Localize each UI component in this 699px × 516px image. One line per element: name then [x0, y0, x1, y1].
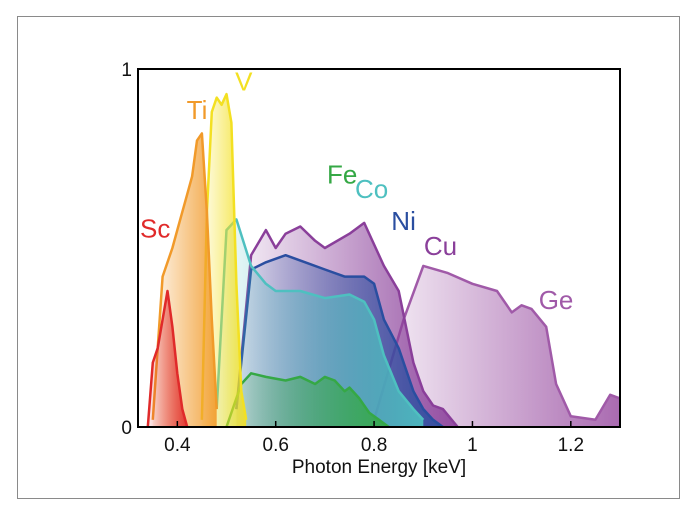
series-line-fe — [225, 372, 390, 429]
series-line-ti — [151, 132, 218, 420]
series-label-co: Co — [355, 174, 388, 204]
y-tick-label: 1 — [121, 60, 132, 81]
series-label-fe: Fe — [327, 160, 357, 190]
series-line-ni — [235, 253, 444, 429]
y-tick-label: 0 — [121, 418, 132, 439]
x-axis-label: Photon Energy [keV] — [292, 457, 466, 478]
series-label-v: V — [235, 66, 253, 96]
series-area-fe — [226, 373, 389, 427]
series-label-cu: Cu — [424, 231, 457, 261]
series-layer — [146, 92, 621, 429]
x-tick-label: 1 — [467, 435, 478, 456]
series-line-ge — [372, 264, 621, 422]
x-tick-label: 0.6 — [263, 435, 289, 456]
series-label-ti: Ti — [187, 95, 208, 125]
series-area-ge — [374, 265, 620, 427]
series-line-sc — [146, 289, 189, 428]
series-area-sc — [147, 291, 188, 427]
x-tick-label: 1.2 — [558, 435, 584, 456]
plot-area-border — [137, 68, 621, 428]
series-label-sc: Sc — [140, 213, 170, 243]
series-line-v — [200, 92, 248, 421]
x-tick-label: 0.4 — [164, 435, 191, 456]
series-label-ni: Ni — [391, 206, 416, 236]
series-area-co — [216, 219, 424, 427]
series-line-cu — [235, 221, 459, 428]
axis-ticks: 0.4 0.6 0.8 1 1.2 0 1 — [121, 60, 584, 456]
x-tick-label: 0.8 — [361, 435, 387, 456]
figure-frame: 0.4 0.6 0.8 1 1.2 0 1 Ge Cu Ni Co Fe V Ti Sc Photon E… — [17, 16, 680, 499]
series-label-ge: Ge — [539, 285, 574, 315]
series-line-co — [215, 218, 425, 421]
